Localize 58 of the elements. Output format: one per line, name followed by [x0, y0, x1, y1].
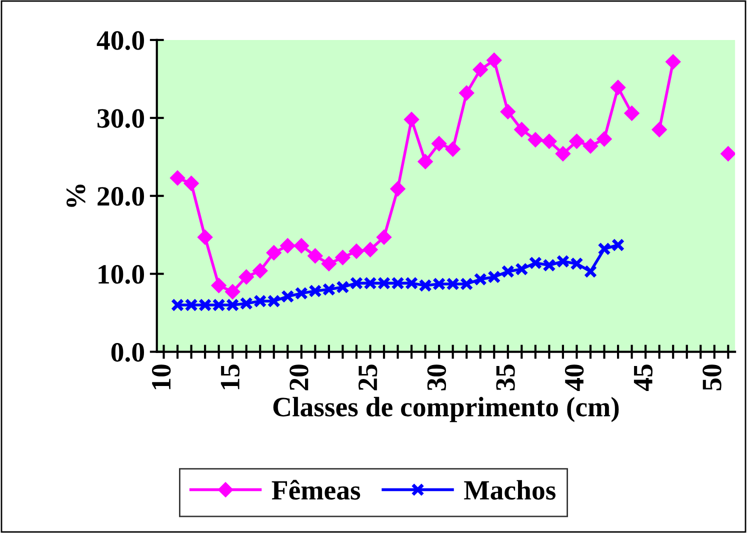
x-tick-label: 45 [634, 364, 653, 391]
x-tick-label: 20 [290, 364, 308, 390]
point [252, 263, 268, 278]
point [348, 244, 364, 259]
point [321, 256, 337, 272]
point [404, 112, 420, 128]
point [184, 176, 199, 191]
legend-label: Machos [464, 480, 556, 500]
x-tick-label: 15 [220, 364, 240, 390]
point [445, 142, 460, 157]
point [197, 230, 213, 245]
point [514, 122, 530, 138]
point [486, 52, 502, 68]
point [596, 131, 612, 147]
point [280, 238, 296, 254]
point [376, 230, 392, 245]
point [294, 238, 309, 254]
x-tick-label: 35 [496, 364, 515, 390]
point [225, 284, 240, 300]
point [542, 134, 557, 149]
point [418, 154, 433, 170]
x-tick-label: 40 [564, 364, 584, 391]
x-tick-label: 30 [427, 364, 446, 390]
point [584, 264, 598, 278]
point [611, 238, 625, 252]
point [459, 85, 474, 101]
y-tick-label: 40.0 [96, 31, 144, 50]
point [308, 248, 323, 264]
point [238, 269, 254, 285]
x-tick-label: 10 [152, 364, 171, 390]
point [598, 242, 611, 256]
point [472, 62, 488, 78]
y-tick-label: 0.0 [111, 342, 144, 362]
legend-label: Fêmeas [272, 480, 360, 500]
point [610, 80, 626, 96]
point [666, 54, 681, 70]
x-axis-title: Classes de comprimento (cm) [273, 396, 619, 422]
y-axis-title: % [66, 184, 86, 207]
point [500, 104, 516, 120]
point [362, 242, 378, 258]
y-tick-label: 30.0 [98, 109, 144, 128]
point [211, 278, 226, 294]
point [432, 136, 447, 152]
x-tick-label: 25 [358, 364, 378, 390]
point [582, 138, 598, 154]
y-tick-label: 10.0 [98, 264, 144, 284]
x-tick-label: 50 [702, 364, 722, 390]
point [720, 146, 736, 162]
point [624, 106, 640, 121]
point [335, 250, 350, 266]
point [555, 146, 571, 162]
point [652, 122, 667, 138]
point [170, 170, 186, 186]
point [569, 134, 584, 149]
point [528, 132, 544, 148]
point [266, 245, 282, 260]
y-tick-label: 20.0 [98, 187, 144, 206]
point [390, 181, 406, 196]
